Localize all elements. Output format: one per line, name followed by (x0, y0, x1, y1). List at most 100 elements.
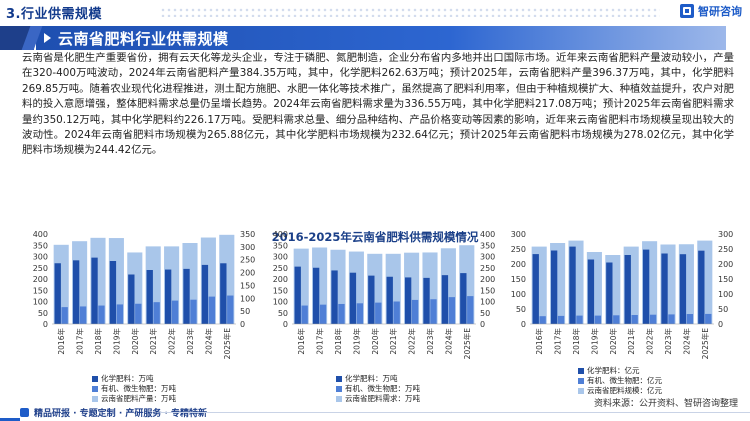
y-tick-left: 300 (33, 253, 48, 262)
section-label: 3.行业供需规模 (6, 7, 102, 22)
x-tick-label: 2016年 (56, 328, 66, 355)
bar-organic (375, 302, 382, 324)
bar-organic (467, 296, 474, 324)
legend-label: 化学肥料：亿元 (587, 366, 640, 375)
y-tick-right: 250 (718, 245, 733, 254)
bar-organic (79, 306, 87, 324)
bar-organic (171, 300, 179, 324)
y-tick-right: 300 (240, 243, 255, 252)
x-tick-label: 2016年 (296, 328, 306, 355)
footer-text: 精品研报 · 专题定制 · 产研服务 · 专精特新 (34, 409, 208, 419)
legend-swatch (336, 386, 342, 392)
x-tick-label: 2017年 (75, 328, 85, 355)
brand-logo-icon (680, 4, 694, 18)
y-tick-right: 50 (718, 305, 728, 314)
bar-chemical (368, 275, 375, 324)
x-tick-label: 2021年 (626, 328, 636, 355)
y-tick-right: 150 (718, 275, 733, 284)
chart-demand-svg: 400 350 300 250 200 150 100 50 0 400 350 300 250 200 1… (273, 230, 496, 359)
y-tick-right: 100 (240, 294, 255, 303)
x-tick-label: 2025年E (222, 328, 232, 360)
x-tick-label: 2025年E (700, 328, 710, 360)
y-tick-left: 250 (33, 264, 48, 273)
y-tick-right: 0 (718, 320, 723, 329)
bar-organic (411, 299, 419, 324)
bar-chemical (624, 255, 631, 324)
footer: 精品研报 · 专题定制 · 产研服务 · 专精特新 (0, 404, 750, 421)
x-tick-label: 2020年 (370, 328, 380, 355)
x-tick-label: 2017年 (315, 328, 325, 355)
legend-item: 云南省肥料规模：亿元 (578, 386, 662, 396)
bar-chemical (587, 259, 595, 324)
legend-label: 化学肥料：万吨 (101, 374, 154, 383)
bar-chemical (128, 274, 135, 324)
legend-label: 化学肥料：万吨 (345, 374, 398, 383)
y-tick-left: 400 (33, 230, 48, 239)
y-tick-right: 400 (480, 230, 495, 239)
bar-organic (356, 303, 364, 324)
y-tick-right: 0 (240, 320, 245, 329)
legend-market-size: 化学肥料：亿元 有机、微生物肥：亿元 云南省肥料规模：亿元 (578, 366, 662, 396)
bar-chemical (460, 273, 467, 324)
brand: 智研咨询 (680, 3, 742, 19)
x-tick-label: 2024年 (443, 328, 453, 355)
chart-market-size: 300 250 200 150 100 50 0 300 250 200 150 100 50 0 2016… (506, 228, 738, 378)
legend-item: 化学肥料：万吨 (92, 374, 176, 384)
source-note: 资料来源：公开资料、智研咨询整理 (593, 399, 738, 409)
play-arrow-icon (44, 33, 51, 43)
y-tick-left: 400 (273, 230, 288, 239)
bar-organic (393, 301, 400, 324)
bar-chemical (404, 277, 412, 324)
legend-label: 有机、微生物肥：亿元 (587, 376, 662, 385)
legend-swatch (336, 396, 342, 402)
y-tick-left: 100 (33, 298, 48, 307)
y-tick-right: 150 (480, 286, 495, 295)
bar-chemical (312, 267, 320, 324)
legend-swatch (578, 368, 584, 374)
y-tick-left: 200 (33, 275, 48, 284)
y-tick-right: 250 (480, 264, 495, 273)
y-tick-left: 0 (43, 320, 48, 329)
bar-organic (668, 314, 675, 324)
bar-organic (448, 297, 456, 324)
report-icon (20, 408, 29, 417)
legend-swatch (92, 386, 98, 392)
y-tick-left: 300 (511, 230, 526, 239)
chart-demand: 400 350 300 250 200 150 100 50 0 400 350 300 250 200 1… (268, 228, 500, 378)
y-tick-left: 350 (273, 241, 288, 250)
y-tick-right: 50 (480, 309, 490, 318)
bar-chemical (331, 270, 338, 324)
legend-label: 有机、微生物肥：万吨 (101, 384, 176, 393)
y-tick-right: 350 (480, 241, 495, 250)
bar-chemical (642, 249, 650, 324)
chart-production-svg: 400 350 300 250 200 150 100 50 0 350 300 250 200 150 1… (33, 230, 256, 360)
top-bar: 3.行业供需规模 智研咨询 (0, 0, 750, 24)
y-tick-left: 50 (516, 305, 526, 314)
bar-organic (301, 305, 308, 324)
x-tick-label: 2023年 (185, 328, 195, 355)
brand-name: 智研咨询 (698, 5, 742, 18)
bar-chemical (72, 260, 80, 324)
bar-organic (338, 303, 345, 324)
x-tick-label: 2016年 (534, 328, 544, 355)
bar-organic (557, 315, 565, 324)
bar-organic (319, 304, 327, 324)
x-tick-label: 2018年 (93, 328, 103, 355)
x-tick-label: 2024年 (681, 328, 691, 355)
bar-organic (116, 304, 124, 324)
legend-swatch (336, 376, 342, 382)
body-paragraph: 云南省是化肥生产重要省份，拥有云天化等龙头企业，专注于磷肥、氮肥制造，企业分布省… (22, 52, 734, 157)
footer-divider (160, 412, 750, 413)
y-tick-left: 50 (278, 309, 288, 318)
bar-organic (98, 305, 105, 324)
x-tick-label: 2020年 (130, 328, 140, 355)
bar-organic (631, 315, 638, 324)
y-tick-right: 250 (240, 256, 255, 265)
x-tick-label: 2018年 (571, 328, 581, 355)
y-tick-right: 200 (240, 269, 255, 278)
title-band: 云南省肥料行业供需规模 (0, 26, 750, 50)
y-tick-left: 350 (33, 241, 48, 250)
y-tick-right: 200 (718, 260, 733, 269)
x-tick-label: 2022年 (407, 328, 417, 355)
bar-organic (649, 314, 657, 324)
